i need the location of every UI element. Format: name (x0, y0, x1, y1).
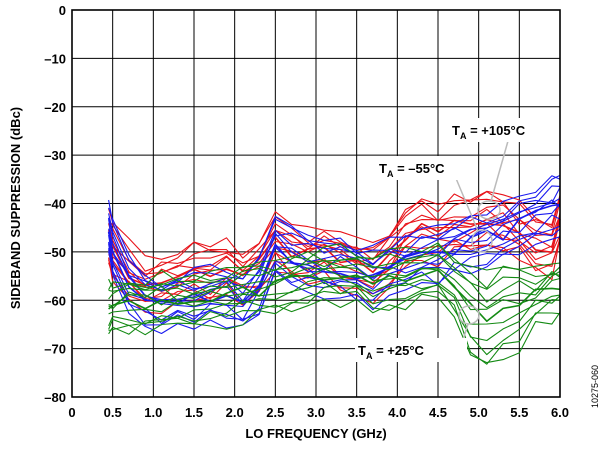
y-tick-label: –30 (44, 148, 66, 163)
x-axis-title: LO FREQUENCY (GHz) (245, 426, 386, 441)
annotation-bg-25 (355, 338, 467, 362)
annotation-leader-105 (490, 140, 509, 202)
x-tick-label: 4.5 (429, 405, 447, 420)
y-tick-label: –50 (44, 245, 66, 260)
series-line (108, 208, 561, 287)
series-line (108, 290, 561, 365)
x-tick-label: 1.0 (144, 405, 162, 420)
grid (72, 10, 560, 397)
series-line (108, 242, 561, 289)
annotation-25: TA = +25°C (358, 343, 425, 361)
annotation-bg-105 (449, 118, 559, 142)
x-tick-labels: 0 0.5 1.0 1.5 2.0 2.5 3.0 3.5 4.0 4.5 5.0 5.5 6.0 (68, 405, 569, 420)
annotation-circle-105 (477, 200, 501, 220)
series-line (108, 175, 561, 288)
x-tick-label: 3.0 (307, 405, 325, 420)
y-tick-label: –40 (44, 197, 66, 212)
series-line (108, 228, 561, 326)
x-tick-label: 2.0 (226, 405, 244, 420)
y-tick-label: –80 (44, 390, 66, 405)
y-tick-label: –20 (44, 100, 66, 115)
annotation-leader-minus55 (454, 175, 479, 232)
series-line (108, 185, 561, 291)
x-tick-label: 3.5 (348, 405, 366, 420)
x-tick-label: 5.5 (510, 405, 528, 420)
annotation-minus55: TA = –55°C (379, 161, 445, 179)
plot-frame (71, 9, 561, 398)
figure-id: 10275-060 (590, 365, 600, 408)
y-tick-label: –70 (44, 342, 66, 357)
series-line (108, 196, 561, 275)
y-tick-label: 0 (59, 3, 66, 18)
series-line (108, 253, 561, 300)
x-tick-label: 2.5 (266, 405, 284, 420)
curves (107, 174, 561, 365)
series-line (108, 191, 561, 272)
series-line (108, 281, 561, 342)
series-line (108, 267, 561, 311)
series-line (108, 225, 561, 322)
x-tick-label: 1.5 (185, 405, 203, 420)
series-line (108, 293, 561, 364)
x-tick-label: 4.0 (388, 405, 406, 420)
series-line (108, 277, 561, 325)
y-tick-label: –10 (44, 51, 66, 66)
x-tick-label: 0.5 (104, 405, 122, 420)
annotation-bg-minus55 (377, 156, 467, 180)
series-line (108, 197, 561, 303)
annotation-circle-minus55 (471, 229, 493, 253)
x-tick-label: 6.0 (551, 405, 569, 420)
annotation-circle-25 (458, 305, 480, 325)
x-tick-label: 0 (68, 405, 75, 420)
series-line (108, 236, 561, 335)
series-line (108, 190, 561, 260)
annotation-105: TA = +105°C (452, 123, 526, 141)
y-axis-title: SIDEBAND SUPPRESSION (dBc) (8, 107, 23, 309)
series-line (108, 266, 561, 310)
y-tick-label: –60 (44, 293, 66, 308)
series-line (108, 174, 561, 288)
x-tick-label: 5.0 (470, 405, 488, 420)
series-line (108, 283, 561, 356)
y-tick-labels: 0 –10 –20 –30 –40 –50 –60 –70 –80 (44, 3, 66, 405)
